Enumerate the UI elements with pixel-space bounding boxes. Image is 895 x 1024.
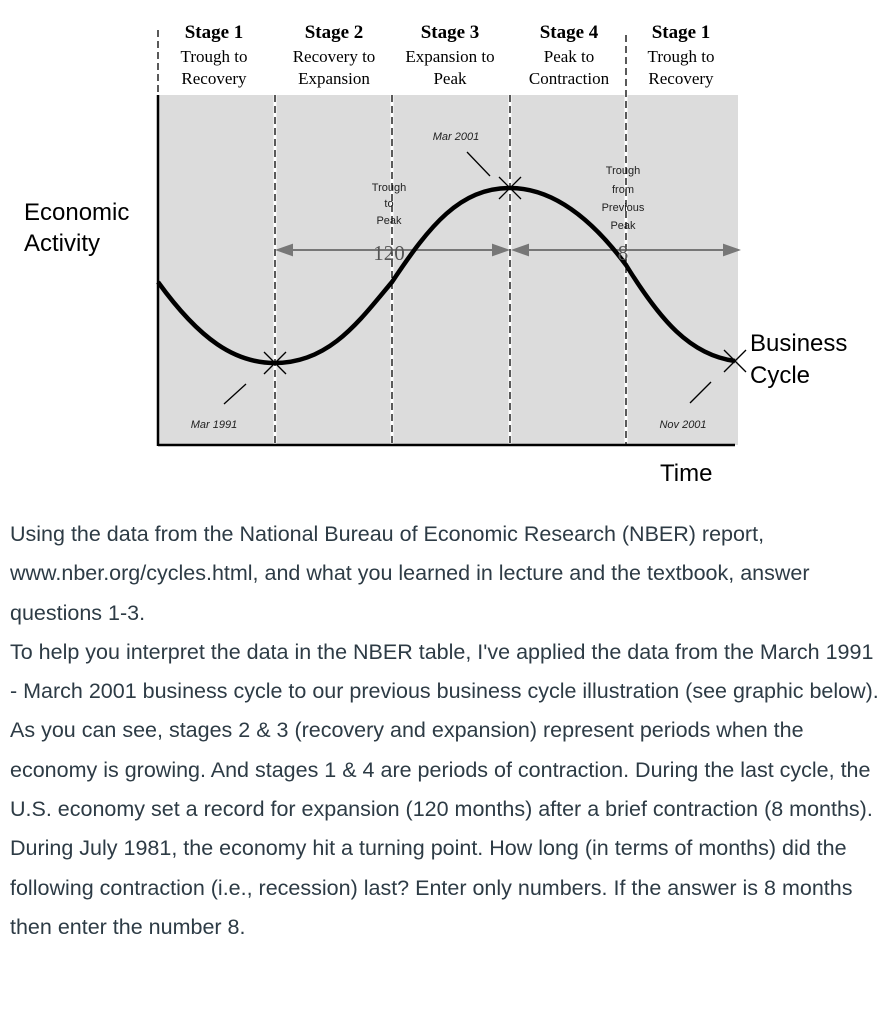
question-paragraph: As you can see, stages 2 & 3 (recovery a… (10, 718, 873, 822)
svg-text:Previous: Previous (602, 202, 645, 214)
svg-text:Recovery: Recovery (181, 69, 247, 88)
question-text: Using the data from the National Bureau … (10, 515, 885, 947)
svg-text:Trough: Trough (372, 182, 406, 194)
svg-text:Expansion to: Expansion to (405, 47, 494, 66)
contraction-months-value: 8 (618, 241, 629, 265)
stage-header-1: Stage 1 Trough to Recovery (181, 22, 248, 88)
question-paragraph: During July 1981, the economy hit a turn… (10, 836, 853, 939)
peak-date-label: Mar 2001 (433, 131, 479, 143)
svg-text:to: to (384, 198, 393, 210)
stage-header-2: Stage 2 Recovery to Expansion (293, 22, 376, 88)
svg-text:Expansion: Expansion (298, 69, 370, 88)
turning-point-markers (223, 151, 747, 405)
svg-text:Peak: Peak (376, 215, 402, 227)
y-axis-label: Economic Activity (24, 199, 129, 257)
svg-text:Trough to: Trough to (648, 47, 715, 66)
svg-text:Peak to: Peak to (544, 47, 595, 66)
svg-text:from: from (612, 184, 634, 196)
svg-text:Economic: Economic (24, 199, 129, 226)
stage-header-5: Stage 1 Trough to Recovery (648, 22, 715, 88)
svg-text:Cycle: Cycle (750, 362, 810, 389)
svg-text:Peak: Peak (433, 69, 467, 88)
svg-text:Stage 4: Stage 4 (540, 22, 599, 43)
duration-arrows (275, 243, 741, 257)
trough-date-right-label: Nov 2001 (659, 419, 706, 431)
svg-text:Stage 2: Stage 2 (305, 22, 364, 43)
svg-text:Business: Business (750, 330, 847, 357)
stage-header-3: Stage 3 Expansion to Peak (405, 22, 494, 88)
business-cycle-curve (156, 185, 736, 366)
svg-text:Stage 1: Stage 1 (652, 22, 711, 43)
svg-text:Recovery: Recovery (648, 69, 714, 88)
trough-to-peak-label: Trough to Peak (372, 182, 406, 227)
svg-text:Peak: Peak (610, 220, 636, 232)
curve-label: Business Cycle (750, 330, 847, 389)
question-paragraph: Using the data from the National Bureau … (10, 522, 810, 625)
stage-header-4: Stage 4 Peak to Contraction (529, 22, 610, 88)
svg-text:Recovery to: Recovery to (293, 47, 376, 66)
chart-background (158, 95, 738, 445)
trough-from-peak-label: Trough from Previous Peak (602, 165, 645, 232)
x-axis-label: Time (660, 460, 712, 487)
expansion-months-value: 120 (373, 241, 405, 265)
svg-text:Trough to: Trough to (181, 47, 248, 66)
trough-date-left-label: Mar 1991 (191, 419, 237, 431)
stage-dividers (157, 30, 627, 445)
svg-text:Stage 1: Stage 1 (185, 22, 244, 43)
svg-text:Activity: Activity (24, 230, 100, 257)
svg-text:Stage 3: Stage 3 (421, 22, 480, 43)
svg-text:Contraction: Contraction (529, 69, 610, 88)
business-cycle-diagram: Stage 1 Trough to Recovery Stage 2 Recovery… (24, 22, 847, 487)
question-paragraph: To help you interpret the data in the NB… (10, 639, 879, 704)
svg-text:Trough: Trough (606, 165, 640, 177)
